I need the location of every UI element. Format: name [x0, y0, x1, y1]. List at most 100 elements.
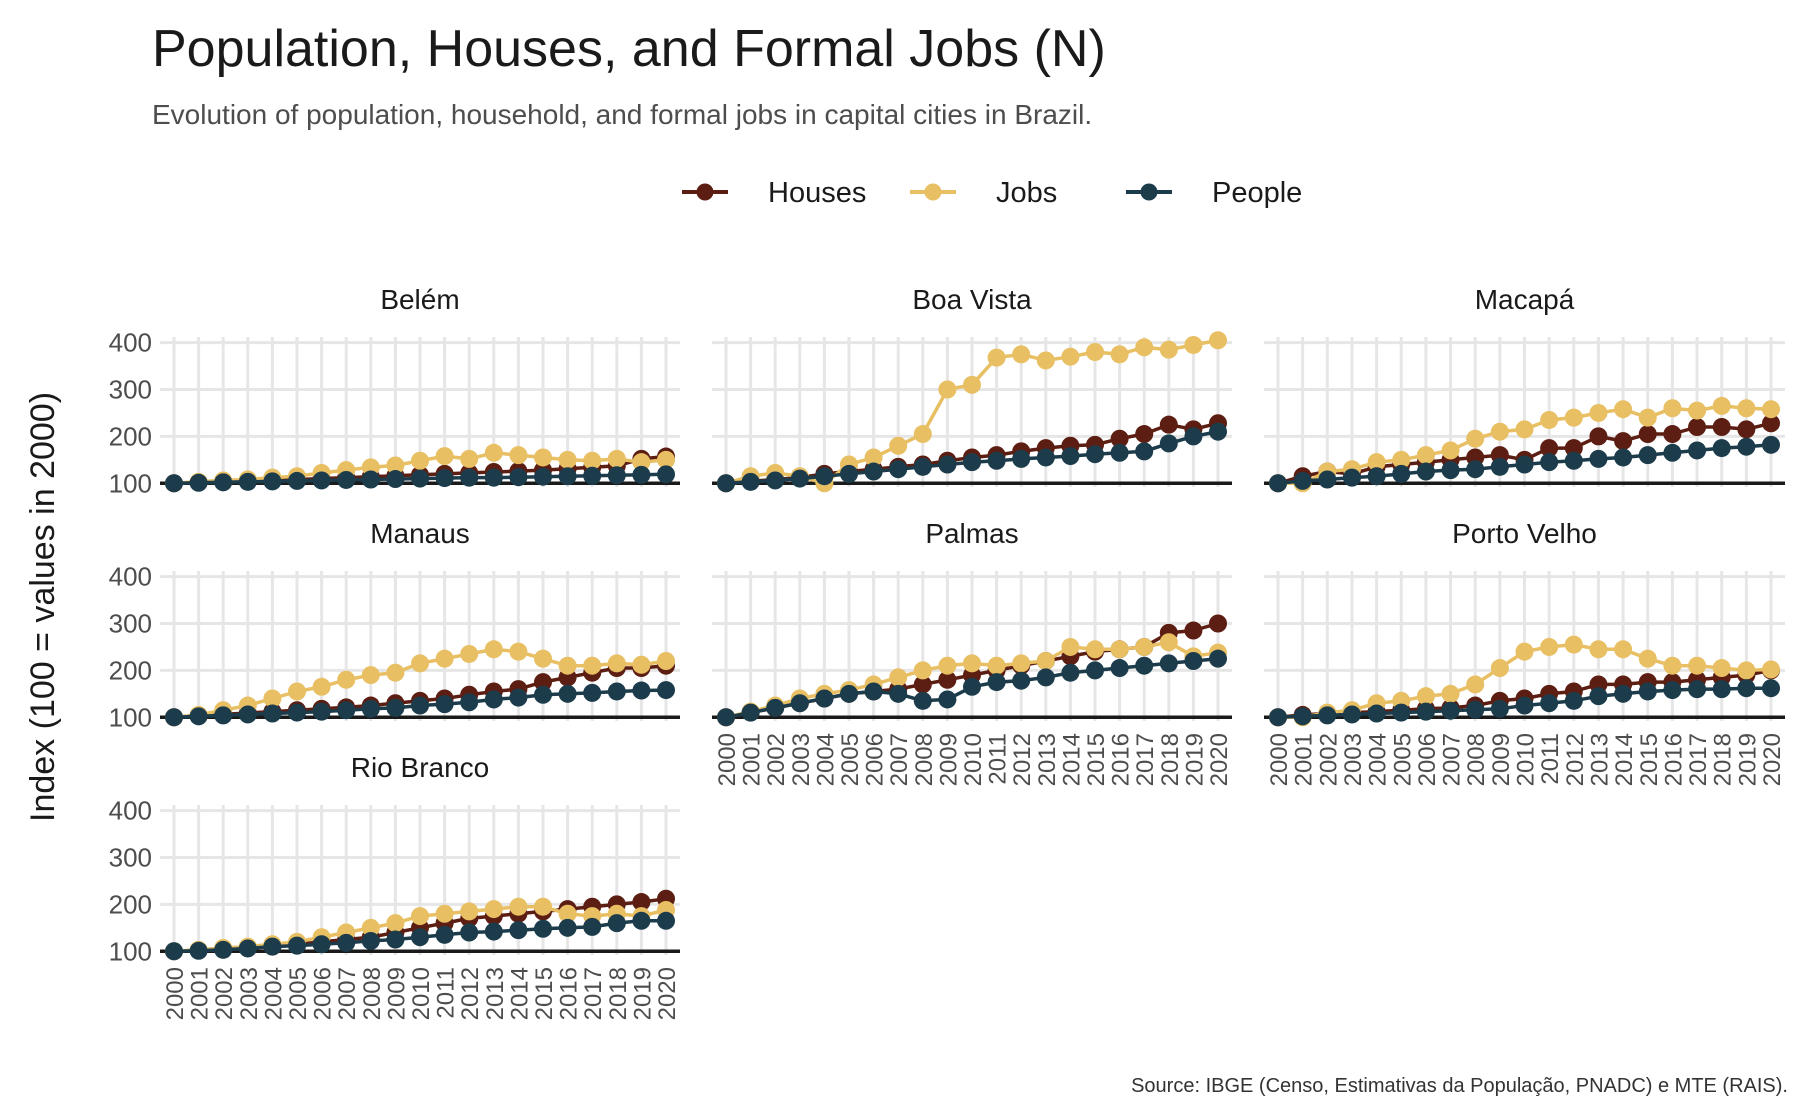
- data-point: [632, 465, 651, 484]
- data-point: [1466, 675, 1485, 694]
- data-point: [889, 436, 908, 455]
- data-point: [1012, 654, 1031, 673]
- data-point: [657, 911, 675, 930]
- x-tick-label: 2002: [763, 733, 790, 786]
- data-point: [1036, 668, 1055, 687]
- data-point: [963, 453, 981, 472]
- data-point: [460, 902, 479, 921]
- data-point: [766, 698, 785, 717]
- data-point: [790, 469, 809, 488]
- data-point: [386, 663, 405, 682]
- data-point: [534, 919, 552, 938]
- data-point: [1638, 446, 1657, 465]
- data-point: [1135, 338, 1154, 357]
- data-point: [1367, 704, 1386, 723]
- data-point: [1762, 435, 1780, 454]
- data-point: [1159, 633, 1178, 652]
- data-point: [657, 681, 675, 700]
- data-point: [1589, 687, 1608, 706]
- data-point: [263, 689, 282, 708]
- y-tick-label: 400: [109, 562, 152, 592]
- legend-key-point: [696, 183, 714, 201]
- x-tick-label: 2010: [960, 733, 987, 786]
- data-point: [411, 907, 429, 926]
- y-tick-label: 300: [109, 843, 152, 873]
- panel-title: Macapá: [1475, 284, 1575, 315]
- y-tick-label: 100: [109, 702, 152, 732]
- data-point: [1589, 640, 1608, 659]
- data-point: [558, 450, 577, 469]
- x-tick-label: 2007: [334, 967, 361, 1020]
- data-point: [1061, 447, 1080, 466]
- series-people: [717, 649, 1227, 727]
- panel-title: Belém: [380, 284, 459, 315]
- data-point: [263, 937, 282, 956]
- data-point: [435, 447, 454, 466]
- data-point: [1490, 422, 1509, 441]
- data-point: [1688, 418, 1707, 436]
- data-point: [214, 473, 233, 492]
- data-point: [1490, 659, 1509, 678]
- x-tick-label: 2018: [605, 967, 632, 1020]
- data-point: [864, 462, 883, 481]
- x-tick-label: 2005: [285, 967, 312, 1020]
- y-tick-label: 300: [109, 609, 152, 639]
- data-point: [1184, 652, 1203, 670]
- data-point: [288, 936, 306, 955]
- data-point: [583, 683, 602, 702]
- data-point: [1564, 408, 1583, 427]
- data-point: [963, 677, 981, 696]
- x-tick-label: 2020: [1206, 733, 1233, 786]
- data-point: [1135, 656, 1154, 675]
- data-point: [386, 914, 405, 933]
- x-tick-label: 2000: [1266, 733, 1293, 786]
- legend-item-jobs: Jobs: [910, 177, 1057, 209]
- x-tick-label: 2001: [739, 733, 766, 786]
- data-point: [238, 705, 257, 724]
- data-point: [1614, 684, 1633, 703]
- x-tick-label: 2014: [1611, 733, 1638, 786]
- data-point: [913, 675, 932, 694]
- data-point: [987, 673, 1006, 692]
- data-point: [741, 703, 760, 722]
- x-tick-label: 2017: [580, 967, 607, 1020]
- x-tick-label: 2008: [1463, 733, 1490, 786]
- data-point: [766, 471, 785, 490]
- data-point: [1159, 340, 1178, 359]
- data-point: [1466, 460, 1485, 479]
- panel-title: Porto Velho: [1452, 518, 1597, 549]
- data-point: [238, 939, 257, 958]
- data-point: [1293, 707, 1312, 726]
- x-tick-label: 2008: [911, 733, 938, 786]
- data-point: [411, 928, 429, 947]
- data-point: [1367, 453, 1386, 472]
- data-point: [815, 467, 834, 486]
- data-point: [717, 708, 735, 727]
- x-tick-label: 2019: [629, 967, 656, 1020]
- data-point: [337, 470, 356, 489]
- x-tick-label: 2009: [1488, 733, 1515, 786]
- data-point: [815, 689, 834, 708]
- data-point: [509, 446, 528, 465]
- x-tick-label: 2000: [162, 967, 189, 1020]
- data-point: [1737, 679, 1756, 698]
- data-point: [1184, 427, 1203, 446]
- data-point: [1515, 696, 1534, 715]
- data-point: [1762, 660, 1780, 679]
- y-tick-label: 200: [109, 655, 152, 685]
- data-point: [657, 652, 675, 670]
- panel-boa-vista: Boa Vista: [712, 284, 1232, 493]
- data-point: [558, 684, 577, 703]
- data-point: [1515, 642, 1534, 661]
- data-point: [484, 922, 503, 941]
- data-point: [1515, 455, 1534, 474]
- series-people: [165, 681, 675, 727]
- data-point: [864, 448, 883, 467]
- data-point: [1589, 449, 1608, 468]
- data-point: [534, 673, 552, 692]
- data-point: [1110, 429, 1129, 448]
- data-point: [435, 695, 454, 714]
- data-point: [1318, 470, 1337, 489]
- data-point: [913, 457, 932, 476]
- panel-belem: Belém 100 200 300 400: [109, 284, 680, 498]
